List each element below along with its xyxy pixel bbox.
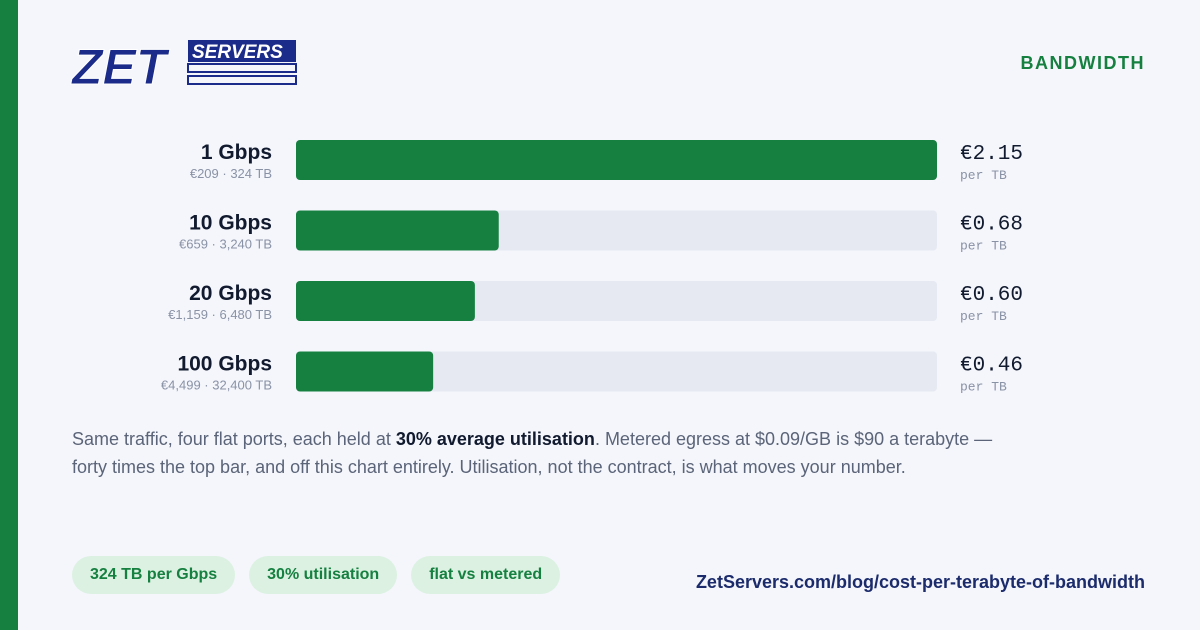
caption-text: . Metered egress at $0.09/GB is $90 a te… — [72, 429, 993, 477]
logo: ZET SERVERS — [70, 39, 297, 96]
bar-track — [296, 351, 937, 392]
section-label: BANDWIDTH — [1020, 53, 1145, 73]
category-label: 1 Gbps — [201, 141, 272, 164]
category-sublabel: €209 · 324 TB — [190, 166, 272, 181]
logo-primary: ZET — [70, 39, 171, 95]
bar — [296, 281, 475, 321]
category-label: 10 Gbps — [189, 212, 272, 235]
value-label: €2.15 — [960, 143, 1023, 166]
logo-secondary: SERVERS — [192, 42, 283, 63]
category-label: 100 Gbps — [177, 353, 272, 376]
value-label: €0.46 — [960, 355, 1023, 378]
url: ZetServers.com/blog/cost-per-terabyte-of… — [695, 572, 1145, 592]
logo-rack — [187, 63, 297, 73]
bar — [296, 210, 499, 251]
logo-rack — [187, 75, 297, 85]
value-label: €0.68 — [960, 214, 1023, 237]
bar — [296, 140, 937, 180]
tags: 324 TB per Gbps 30% utilisation flat vs me… — [72, 556, 561, 594]
tag: flat vs metered — [411, 556, 561, 594]
tag: 30% utilisation — [249, 556, 398, 594]
bar — [296, 351, 434, 392]
logo-box — [188, 40, 296, 62]
category-sublabel: €659 · 3,240 TB — [179, 237, 272, 252]
value-label: €0.60 — [960, 284, 1023, 307]
unit-label: per TB — [960, 168, 1007, 183]
category-sublabel: €1,159 · 6,480 TB — [168, 307, 272, 322]
caption-emphasis: 30% average utilisation — [395, 429, 595, 449]
accent-stripe — [0, 0, 18, 630]
category-label: 20 Gbps — [189, 282, 272, 305]
tag: 324 TB per Gbps — [72, 556, 236, 594]
category-sublabel: €4,499 · 32,400 TB — [161, 378, 272, 393]
unit-label: per TB — [960, 380, 1007, 395]
caption-text: Same traffic, four flat ports, each held… — [72, 429, 396, 449]
unit-label: per TB — [960, 309, 1007, 324]
caption: Same traffic, four flat ports, each held… — [72, 426, 1022, 481]
unit-label: per TB — [960, 239, 1007, 254]
